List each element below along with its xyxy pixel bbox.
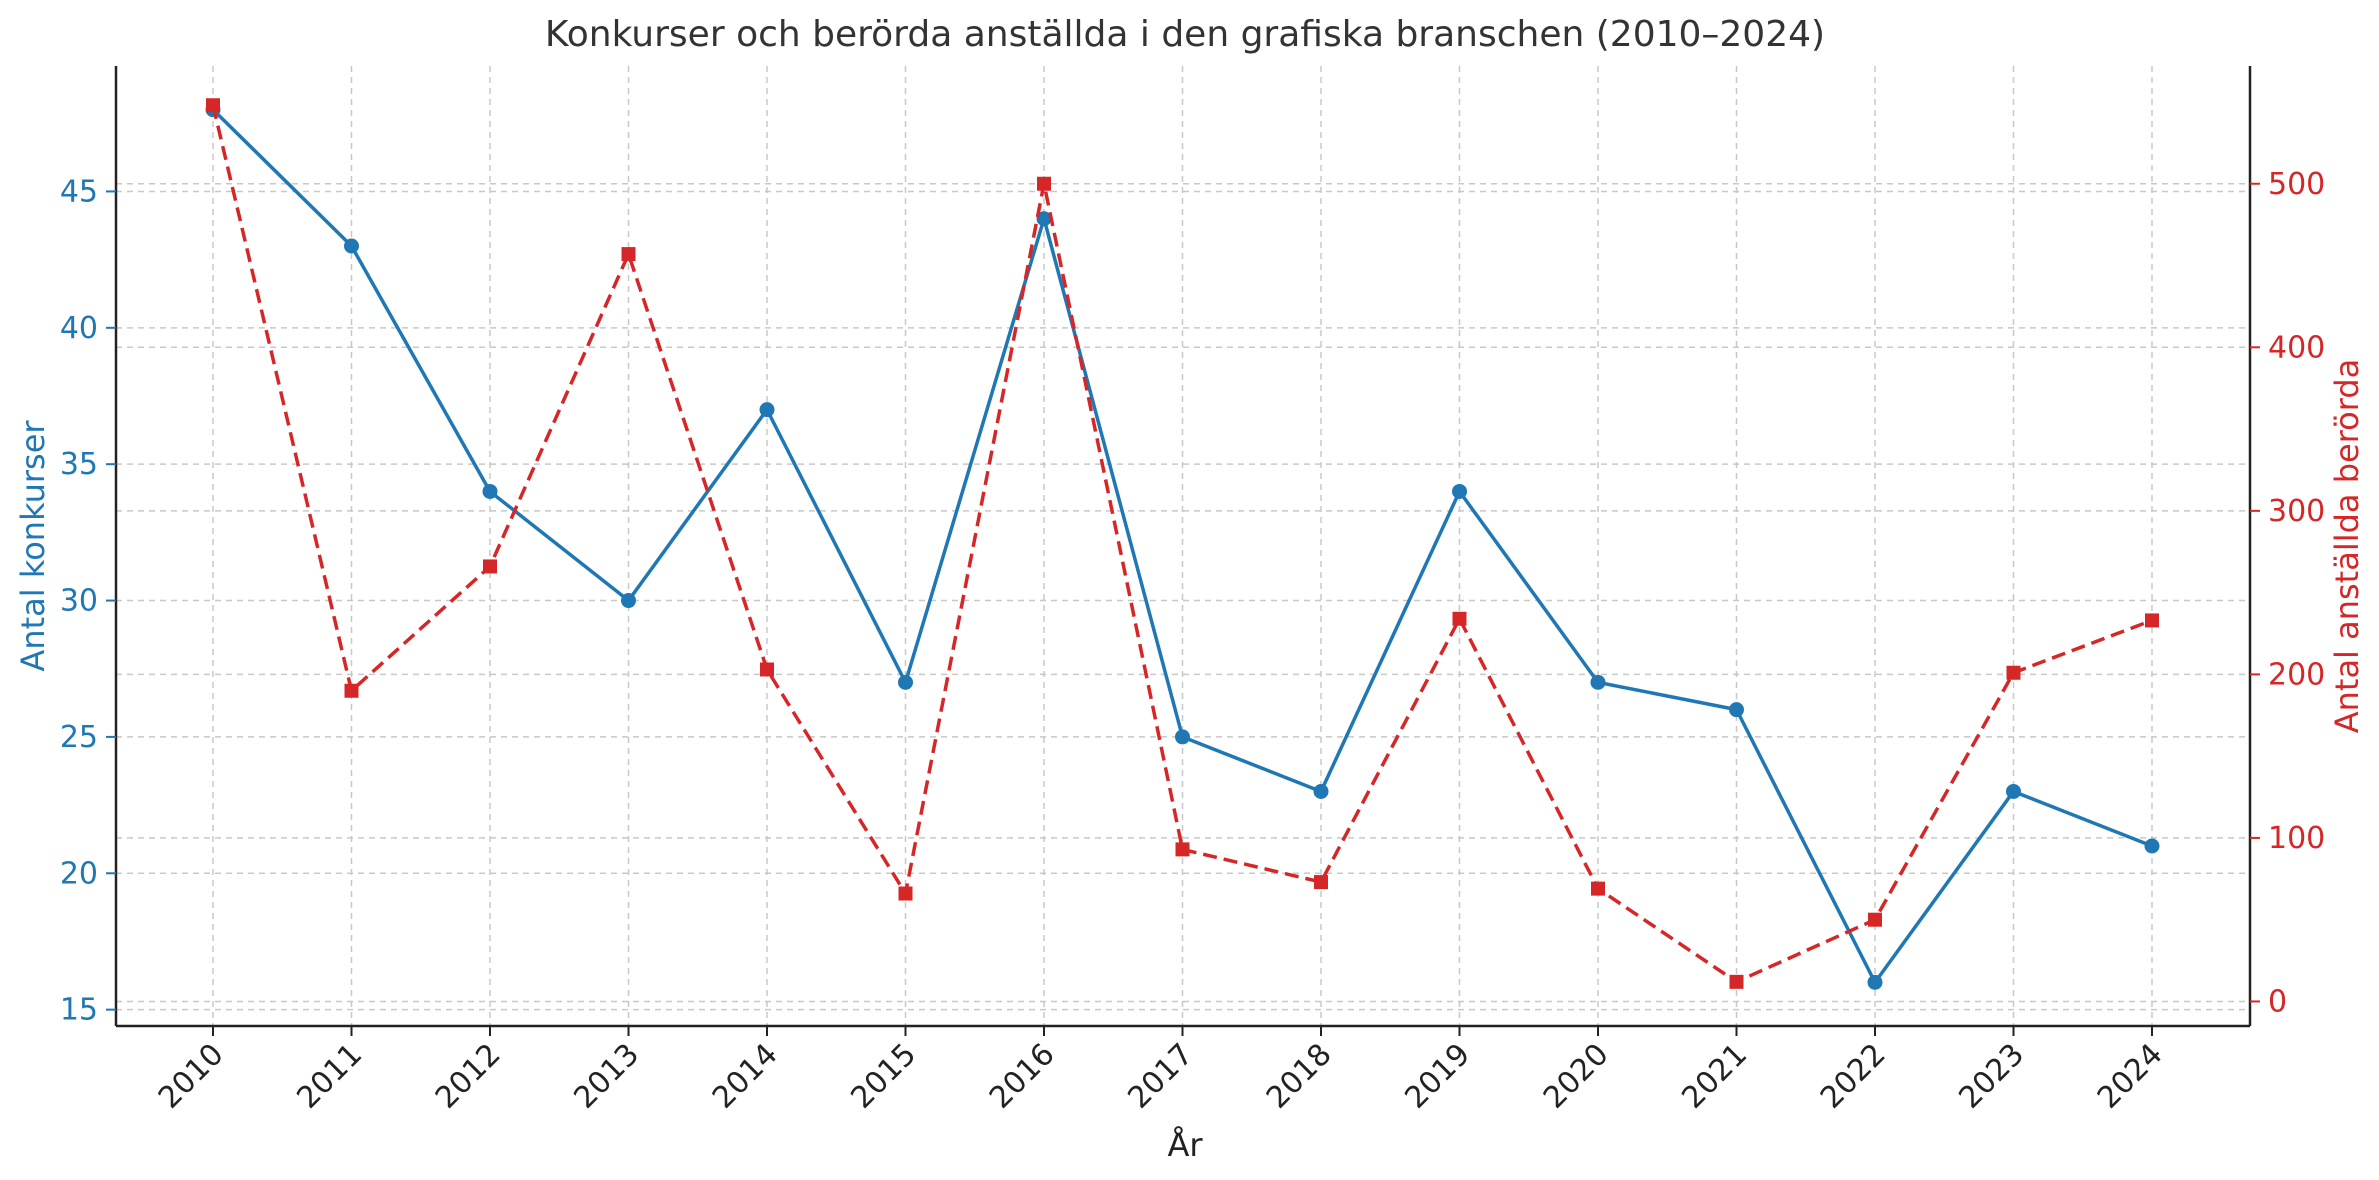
x-tick-label: 2016 [983,1037,1062,1116]
x-axis-label: År [1167,1126,1203,1164]
x-tick-label: 2022 [1814,1037,1893,1116]
data-point [759,402,775,418]
y-tick-right-label: 400 [2268,330,2325,365]
axes: 15 20 25 30 35 40 45 0 100 200 300 400 500 2010 2011 20… [60,66,2325,1116]
y-tick-left-label: 40 [60,311,98,346]
data-point [483,559,497,574]
y-tick-right-label: 100 [2268,821,2325,856]
data-point [1452,483,1467,499]
chart-title: Konkurser och berörda anställda i den gr… [545,14,1825,55]
data-point [2006,665,2021,680]
data-point [2144,838,2160,854]
y-tick-left-label: 20 [60,856,98,891]
data-point [1867,974,1883,990]
x-tick-label: 2017 [1121,1037,1200,1116]
data-point [1591,881,1605,896]
x-tick-label: 2011 [290,1037,369,1116]
x-tick-label: 2023 [1952,1037,2031,1116]
x-tick-label: 2015 [844,1037,923,1116]
data-point [621,247,636,262]
data-point [1175,842,1190,857]
x-tick-label: 2020 [1537,1037,1616,1116]
y-tick-right-label: 0 [2268,984,2287,1019]
data-point [344,238,359,254]
series-line [211,104,2153,984]
data-point [1868,912,1882,927]
x-tick-label: 2013 [567,1037,646,1116]
x-tick-label: 2024 [2091,1037,2170,1116]
y-tick-left-label: 35 [60,447,98,482]
data-point [621,593,636,609]
data-point [1175,729,1190,745]
data-point [1314,875,1328,890]
data-point [206,98,220,113]
data-point [1590,674,1606,690]
y-tick-left-label: 45 [60,174,98,209]
data-point [1729,974,1744,989]
data-point [344,683,359,698]
y-axis-left-label: Antal konkurser [14,420,52,672]
data-point [1313,783,1329,799]
x-tick-label: 2010 [152,1037,231,1116]
x-tick-label: 2021 [1675,1037,1754,1116]
y-tick-right-label: 500 [2268,167,2325,202]
data-point [1037,176,1051,191]
data-point [898,886,913,901]
data-point [1452,611,1467,626]
x-tick-label: 2012 [429,1037,508,1116]
data-point [1729,702,1744,718]
data-point [898,674,913,690]
y-axis-right-label: Antal anställda berörda [2328,359,2366,734]
x-tick-label: 2019 [1398,1037,1477,1116]
grid [116,66,2250,1026]
x-tick-label: 2014 [706,1037,785,1116]
data-point [760,662,774,677]
data-point [2006,783,2021,799]
y-tick-right-label: 300 [2268,494,2325,529]
series-2 [206,98,2159,989]
data-point [482,483,498,499]
series-layer [205,98,2160,990]
x-tick-label: 2018 [1260,1037,1339,1116]
y-tick-left-label: 25 [60,720,98,755]
data-point [1036,211,1052,227]
data-point [2145,613,2159,628]
series-1 [205,102,2160,990]
y-tick-left-label: 15 [60,993,98,1028]
y-tick-left-label: 30 [60,584,98,619]
y-tick-right-label: 200 [2268,657,2325,692]
